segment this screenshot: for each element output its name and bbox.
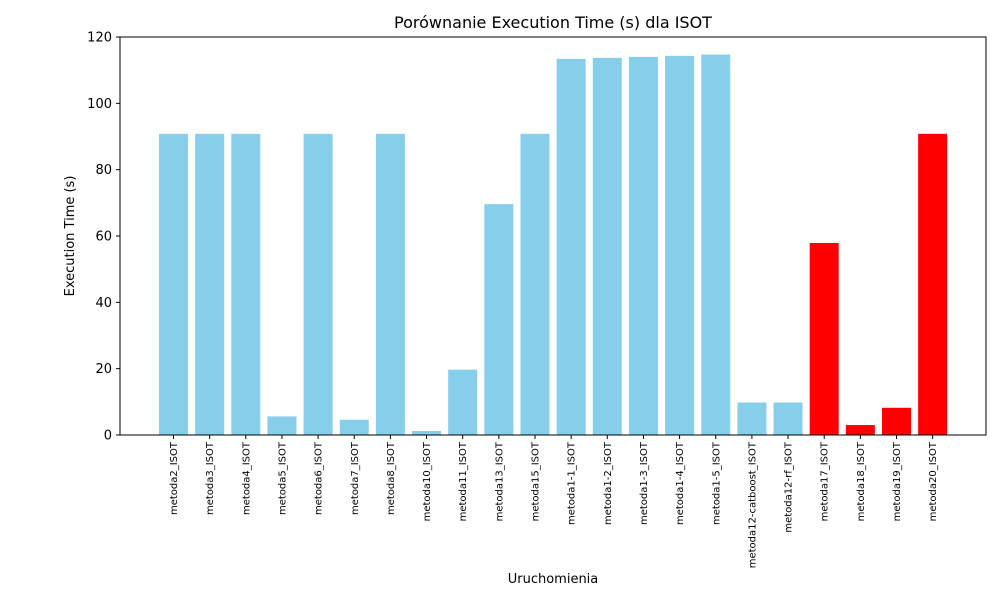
x-tick-label: metoda1-3_ISOT	[639, 441, 650, 525]
y-tick-label: 80	[95, 163, 112, 178]
x-tick-label: metoda1-5_ISOT	[711, 441, 722, 525]
bar	[484, 204, 514, 435]
x-tick-label: metoda2_ISOT	[169, 441, 180, 515]
bar	[520, 133, 550, 435]
x-tick-label: metoda20_ISOT	[928, 441, 939, 521]
x-tick-label: metoda1-4_ISOT	[675, 441, 686, 525]
x-axis: metoda2_ISOT metoda3_ISOT metoda4_ISOT meto…	[169, 435, 939, 568]
x-tick-label: metoda12-catboost_ISOT	[747, 441, 758, 568]
bars	[159, 54, 948, 436]
x-axis-label: Uruchomienia	[508, 572, 599, 587]
bar	[195, 133, 225, 435]
y-tick-label: 40	[95, 296, 112, 311]
bar	[231, 133, 261, 435]
x-tick-label: metoda5_ISOT	[277, 441, 288, 515]
bar	[448, 369, 478, 435]
x-tick-label: metoda18_ISOT	[856, 441, 867, 521]
y-tick-label: 100	[87, 97, 112, 112]
bar	[737, 402, 767, 435]
x-tick-label: metoda13_ISOT	[494, 441, 505, 521]
y-tick-label: 120	[87, 31, 112, 46]
x-tick-label: metoda12-rf_ISOT	[784, 441, 795, 533]
y-tick-label: 0	[104, 429, 112, 444]
y-tick-label: 20	[95, 362, 112, 377]
x-tick-label: metoda11_ISOT	[458, 441, 469, 521]
bar	[159, 133, 188, 435]
x-tick-label: metoda4_ISOT	[241, 441, 252, 515]
bar	[918, 133, 948, 435]
x-tick-label: metoda7_ISOT	[350, 441, 361, 515]
bar	[845, 425, 875, 435]
bar	[412, 431, 442, 435]
bar	[701, 54, 731, 435]
x-tick-label: metoda15_ISOT	[531, 441, 542, 521]
bar	[592, 57, 622, 435]
y-axis: 0 20 40 60 80 100 120	[87, 31, 120, 444]
x-tick-label: metoda17_ISOT	[820, 441, 831, 521]
bar	[809, 242, 839, 435]
y-tick-label: 60	[95, 230, 112, 245]
y-axis-label: Execution Time (s)	[63, 176, 78, 297]
x-tick-label: metoda19_ISOT	[892, 441, 903, 521]
bar	[267, 416, 297, 435]
x-tick-label: metoda8_ISOT	[386, 441, 397, 515]
x-tick-label: metoda3_ISOT	[205, 441, 216, 515]
bar	[303, 133, 333, 435]
bar	[556, 58, 586, 435]
x-tick-label: metoda6_ISOT	[314, 441, 325, 515]
bar	[773, 402, 803, 435]
bar	[665, 55, 695, 436]
x-tick-label: metoda1-1_ISOT	[567, 441, 578, 525]
x-tick-label: metoda1-2_ISOT	[603, 441, 614, 525]
x-tick-label: metoda10_ISOT	[422, 441, 433, 521]
chart-title: Porównanie Execution Time (s) dla ISOT	[394, 13, 712, 32]
bar	[882, 407, 911, 435]
bar	[375, 133, 405, 435]
bar	[628, 56, 658, 436]
bar	[339, 419, 369, 435]
